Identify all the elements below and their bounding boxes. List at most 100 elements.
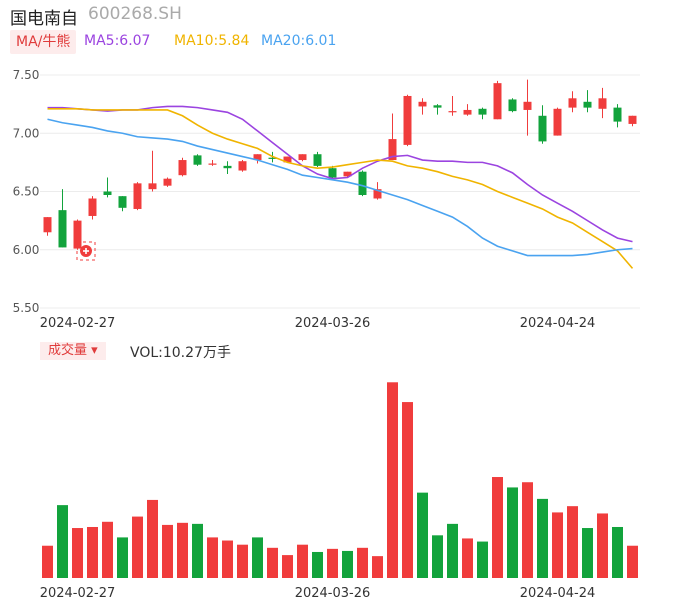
volume-bar [207, 537, 218, 578]
candle-body [538, 115, 547, 142]
volume-bar [222, 540, 233, 578]
volume-indicator-button[interactable]: 成交量 ▾ [40, 342, 106, 360]
y-tick-label: 5.50 [13, 301, 40, 315]
volume-bar [102, 521, 113, 578]
volume-bar [537, 498, 548, 578]
x-tick-label: 2024-03-26 [295, 316, 371, 331]
candle-body [583, 101, 592, 108]
candle-body [448, 111, 457, 113]
candle-body [598, 98, 607, 109]
ma10-line [47, 107, 634, 269]
volume-bar [492, 477, 503, 578]
y-tick-label: 6.50 [13, 185, 40, 199]
candle-body [463, 109, 472, 115]
x-tick-label: 2024-04-24 [520, 316, 596, 331]
candle-body [478, 108, 487, 115]
candle-body [358, 171, 367, 195]
candle-body [163, 178, 172, 186]
volume-bar [372, 556, 383, 578]
ma5-label: MA5:6.07 [84, 33, 151, 49]
candle-body [628, 115, 637, 124]
volume-bar [72, 528, 83, 578]
candle-body [253, 154, 262, 161]
volume-bar [267, 547, 278, 578]
ma5-line [47, 105, 633, 243]
candle-body [508, 99, 517, 112]
volume-bar [462, 538, 473, 578]
candle-body [148, 183, 157, 190]
x-tick-label: 2024-03-26 [295, 586, 371, 601]
volume-readout: VOL:10.27万手 [130, 345, 231, 361]
volume-bar [357, 547, 368, 578]
candle-body [208, 163, 217, 165]
volume-bar [252, 537, 263, 578]
candlestick-series [43, 79, 637, 250]
volume-bar [342, 550, 353, 578]
candle-body [238, 161, 247, 171]
volume-bar [312, 551, 323, 578]
volume-bar [147, 499, 158, 578]
candle-body [298, 154, 307, 161]
volume-bar [387, 382, 398, 578]
candle-body [403, 95, 412, 145]
candle-body [373, 189, 382, 199]
candle-body [568, 98, 577, 108]
candle-body [88, 198, 97, 216]
ma-toggle-button[interactable]: MA/牛熊 [10, 30, 77, 54]
volume-bar [57, 505, 68, 578]
volume-bar [552, 512, 563, 578]
volume-bar [297, 544, 308, 578]
candle-body [433, 105, 442, 108]
volume-bar [132, 516, 143, 578]
candle-body [613, 107, 622, 122]
candle-body [418, 101, 427, 107]
candle-body [283, 156, 292, 163]
stock-code: 600268.SH [88, 4, 182, 24]
candle-body [178, 160, 187, 176]
moving-average-lines [47, 105, 634, 269]
candle-body [103, 191, 112, 195]
volume-bar [522, 482, 533, 578]
volume-bar [327, 548, 338, 578]
candle-body [73, 220, 82, 249]
volume-bar [237, 544, 248, 578]
volume-bar [177, 522, 188, 578]
volume-bar [117, 537, 128, 578]
ma20-label: MA20:6.01 [261, 33, 337, 49]
volume-bar [582, 528, 593, 578]
volume-bar [597, 513, 608, 578]
candle-body [553, 108, 562, 136]
candle-body [343, 171, 352, 177]
volume-bar [192, 523, 203, 578]
volume-bar [162, 524, 173, 578]
candle-body [493, 83, 502, 120]
volume-bar [282, 555, 293, 578]
x-tick-label: 2024-02-27 [40, 586, 116, 601]
volume-bar [627, 545, 638, 578]
volume-bar [402, 402, 413, 578]
candle-body [328, 168, 337, 178]
y-tick-label: 7.50 [13, 68, 40, 82]
volume-bar [87, 526, 98, 578]
volume-bar [477, 541, 488, 578]
candle-body [268, 157, 277, 159]
volume-bars [42, 382, 638, 578]
volume-bar [417, 492, 428, 578]
ma20-line [47, 118, 633, 257]
y-tick-label: 7.00 [13, 126, 40, 140]
candle-body [58, 210, 67, 248]
candle-body [313, 154, 322, 166]
y-tick-label: 6.00 [13, 243, 40, 257]
x-tick-label: 2024-04-24 [520, 586, 596, 601]
event-marker-icon[interactable] [76, 241, 96, 261]
volume-bar [612, 526, 623, 578]
candle-body [523, 101, 532, 110]
candle-body [43, 217, 52, 233]
candle-body [133, 183, 142, 209]
axis-labels: 7.507.006.506.005.502024-02-272024-02-27… [13, 68, 596, 601]
x-tick-label: 2024-02-27 [40, 316, 116, 331]
volume-bar [507, 487, 518, 578]
volume-bar [567, 506, 578, 578]
candle-body [388, 139, 397, 161]
